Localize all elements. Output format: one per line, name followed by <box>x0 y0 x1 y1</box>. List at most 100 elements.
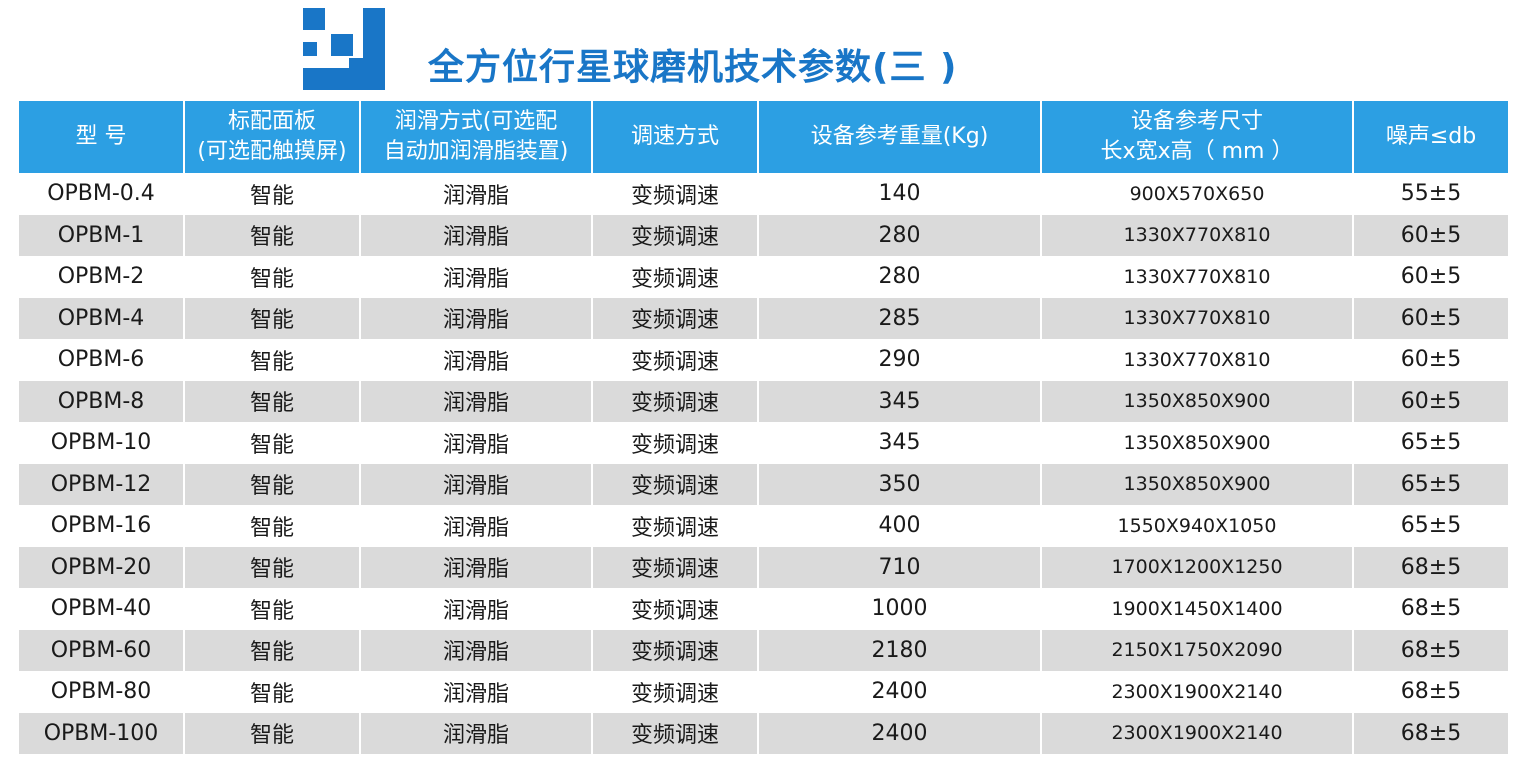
col-header-line: 自动加润滑脂装置) <box>383 139 569 164</box>
panel-cell: 智能 <box>183 671 360 713</box>
dims-cell: 2300X1900X2140 <box>1040 712 1353 754</box>
panel-cell: 智能 <box>183 712 360 754</box>
noise-cell: 60±5 <box>1352 380 1508 422</box>
col-header-noise: 噪声≤db <box>1352 101 1508 173</box>
col-header-line: 噪声≤db <box>1385 124 1477 149</box>
lube-cell: 润滑脂 <box>359 588 592 630</box>
table-row: OPBM-16 智能 润滑脂 变频调速 400 1550X940X1050 65±5 <box>19 505 1508 547</box>
model-cell: OPBM-1 <box>19 214 184 256</box>
panel-cell: 智能 <box>183 629 360 671</box>
noise-cell: 68±5 <box>1352 588 1508 630</box>
speed-cell: 变频调速 <box>591 214 758 256</box>
table-body: OPBM-0.4 智能 润滑脂 变频调速 140 900X570X650 55±5 OPBM-… <box>19 173 1508 754</box>
noise-cell: 65±5 <box>1352 463 1508 505</box>
page-title: 全方位行星球磨机技术参数(三 ) <box>428 47 958 88</box>
weight-cell: 2180 <box>757 629 1041 671</box>
col-header-line: 标配面板 <box>227 109 316 134</box>
model-cell: OPBM-60 <box>19 629 184 671</box>
col-header-dims: 设备参考尺寸 长x宽x高（ mm ） <box>1040 101 1353 173</box>
table-row: OPBM-2 智能 润滑脂 变频调速 280 1330X770X810 60±5 <box>19 256 1508 298</box>
lube-cell: 润滑脂 <box>359 505 592 547</box>
weight-cell: 1000 <box>757 588 1041 630</box>
weight-cell: 345 <box>757 422 1041 464</box>
dims-cell: 1330X770X810 <box>1040 214 1353 256</box>
noise-cell: 68±5 <box>1352 712 1508 754</box>
col-header-panel: 标配面板 (可选配触摸屏) <box>183 101 360 173</box>
table-row: OPBM-80 智能 润滑脂 变频调速 2400 2300X1900X2140 68±5 <box>19 671 1508 713</box>
noise-cell: 68±5 <box>1352 546 1508 588</box>
col-header-line: (可选配触摸屏) <box>197 139 347 164</box>
lube-cell: 润滑脂 <box>359 173 592 215</box>
speed-cell: 变频调速 <box>591 173 758 215</box>
lube-cell: 润滑脂 <box>359 380 592 422</box>
col-header-line: 型 号 <box>75 124 127 149</box>
panel-cell: 智能 <box>183 214 360 256</box>
noise-cell: 65±5 <box>1352 505 1508 547</box>
noise-cell: 60±5 <box>1352 214 1508 256</box>
model-cell: OPBM-6 <box>19 339 184 381</box>
table-row: OPBM-10 智能 润滑脂 变频调速 345 1350X850X900 65±5 <box>19 422 1508 464</box>
spec-table: 型 号 标配面板 (可选配触摸屏) 润滑方式(可选配 自动加润滑脂装置) 调速方… <box>19 101 1508 754</box>
panel-cell: 智能 <box>183 339 360 381</box>
dims-cell: 1350X850X900 <box>1040 380 1353 422</box>
col-header-line: 长x宽x高（ mm ） <box>1100 139 1294 164</box>
weight-cell: 290 <box>757 339 1041 381</box>
table-row: OPBM-40 智能 润滑脂 变频调速 1000 1900X1450X1400 68±5 <box>19 588 1508 630</box>
speed-cell: 变频调速 <box>591 256 758 298</box>
speed-cell: 变频调速 <box>591 546 758 588</box>
lube-cell: 润滑脂 <box>359 339 592 381</box>
panel-cell: 智能 <box>183 505 360 547</box>
dims-cell: 1350X850X900 <box>1040 463 1353 505</box>
model-cell: OPBM-4 <box>19 297 184 339</box>
model-cell: OPBM-16 <box>19 505 184 547</box>
table-row: OPBM-8 智能 润滑脂 变频调速 345 1350X850X900 60±5 <box>19 380 1508 422</box>
table-row: OPBM-20 智能 润滑脂 变频调速 710 1700X1200X1250 68±5 <box>19 546 1508 588</box>
dims-cell: 1700X1200X1250 <box>1040 546 1353 588</box>
dims-cell: 1550X940X1050 <box>1040 505 1353 547</box>
col-header-weight: 设备参考重量(Kg) <box>757 101 1041 173</box>
dims-cell: 2300X1900X2140 <box>1040 671 1353 713</box>
header-row: 型 号 标配面板 (可选配触摸屏) 润滑方式(可选配 自动加润滑脂装置) 调速方… <box>19 101 1508 173</box>
weight-cell: 140 <box>757 173 1041 215</box>
speed-cell: 变频调速 <box>591 422 758 464</box>
table-row: OPBM-60 智能 润滑脂 变频调速 2180 2150X1750X2090 68±5 <box>19 629 1508 671</box>
panel-cell: 智能 <box>183 546 360 588</box>
lube-cell: 润滑脂 <box>359 214 592 256</box>
model-cell: OPBM-0.4 <box>19 173 184 215</box>
col-header-speed: 调速方式 <box>591 101 758 173</box>
panel-cell: 智能 <box>183 422 360 464</box>
panel-cell: 智能 <box>183 256 360 298</box>
dims-cell: 1330X770X810 <box>1040 256 1353 298</box>
weight-cell: 345 <box>757 380 1041 422</box>
lube-cell: 润滑脂 <box>359 671 592 713</box>
model-cell: OPBM-2 <box>19 256 184 298</box>
noise-cell: 65±5 <box>1352 422 1508 464</box>
model-cell: OPBM-12 <box>19 463 184 505</box>
panel-cell: 智能 <box>183 380 360 422</box>
model-cell: OPBM-10 <box>19 422 184 464</box>
col-header-line: 调速方式 <box>630 124 719 149</box>
noise-cell: 68±5 <box>1352 629 1508 671</box>
weight-cell: 2400 <box>757 712 1041 754</box>
col-header-line: 润滑方式(可选配 <box>394 109 558 134</box>
table-row: OPBM-6 智能 润滑脂 变频调速 290 1330X770X810 60±5 <box>19 339 1508 381</box>
lube-cell: 润滑脂 <box>359 463 592 505</box>
speed-cell: 变频调速 <box>591 588 758 630</box>
noise-cell: 60±5 <box>1352 256 1508 298</box>
lube-cell: 润滑脂 <box>359 422 592 464</box>
dims-cell: 1350X850X900 <box>1040 422 1353 464</box>
table-row: OPBM-4 智能 润滑脂 变频调速 285 1330X770X810 60±5 <box>19 297 1508 339</box>
table-row: OPBM-12 智能 润滑脂 变频调速 350 1350X850X900 65±5 <box>19 463 1508 505</box>
weight-cell: 2400 <box>757 671 1041 713</box>
weight-cell: 710 <box>757 546 1041 588</box>
dims-cell: 1900X1450X1400 <box>1040 588 1353 630</box>
speed-cell: 变频调速 <box>591 505 758 547</box>
model-cell: OPBM-100 <box>19 712 184 754</box>
brand-logo <box>303 8 385 90</box>
lube-cell: 润滑脂 <box>359 712 592 754</box>
panel-cell: 智能 <box>183 297 360 339</box>
speed-cell: 变频调速 <box>591 671 758 713</box>
noise-cell: 60±5 <box>1352 297 1508 339</box>
speed-cell: 变频调速 <box>591 339 758 381</box>
panel-cell: 智能 <box>183 173 360 215</box>
